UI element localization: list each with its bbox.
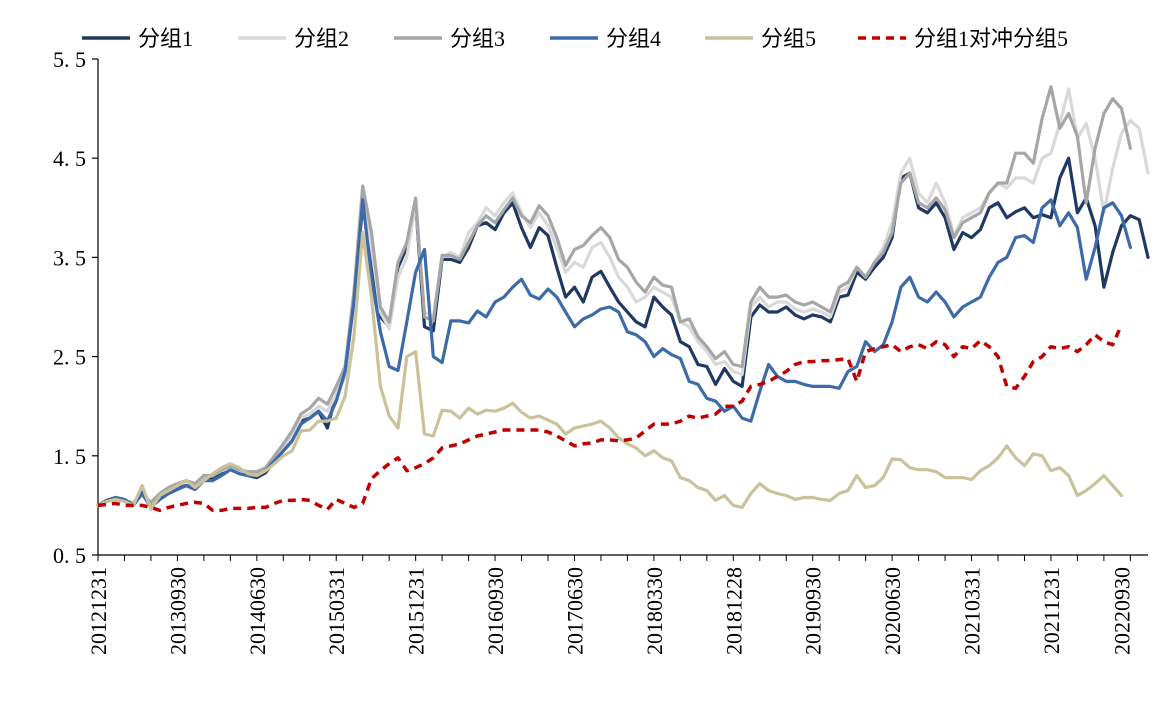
x-tick-label: 20160930 [483, 567, 508, 655]
x-axis: 20121231 20130930 20140630 20150331 20151231… [86, 554, 1148, 655]
legend-label: 分组5 [761, 26, 816, 51]
x-tick-label: 20200630 [880, 567, 905, 655]
series-line-6 [97, 324, 1124, 513]
legend-item-2: 分组2 [238, 26, 349, 51]
series-line-5 [96, 231, 1124, 511]
y-tick-label: 3. 5 [53, 245, 86, 270]
series-layer [96, 85, 1150, 513]
y-tick-label: 2. 5 [53, 345, 86, 370]
y-axis: 0. 5 1. 5 2. 5 3. 5 4. 5 5. 5 [53, 47, 99, 568]
x-tick-label: 20190930 [801, 567, 826, 655]
legend-label: 分组2 [294, 26, 349, 51]
x-tick-label: 20220930 [1110, 567, 1135, 655]
x-tick-label: 20151231 [404, 567, 429, 655]
x-tick-label: 20180330 [642, 567, 667, 655]
legend-label: 分组4 [606, 26, 661, 51]
x-tick-label: 20140630 [245, 567, 270, 655]
y-tick-label: 0. 5 [53, 543, 86, 568]
y-tick-label: 4. 5 [53, 146, 86, 171]
series-line-3 [96, 85, 1133, 507]
y-tick-label: 1. 5 [53, 444, 86, 469]
legend-item-3: 分组3 [394, 26, 505, 51]
x-tick-label: 20130930 [165, 567, 190, 655]
legend-label: 分组3 [450, 26, 505, 51]
legend-item-6: 分组1对冲分组5 [858, 26, 1068, 51]
x-tick-label: 20150331 [324, 567, 349, 655]
legend-label: 分组1对冲分组5 [914, 26, 1068, 51]
x-tick-label: 20170630 [562, 567, 587, 655]
legend: 分组1 分组2 分组3 分组4 分组5 分组1对冲分组5 [82, 26, 1068, 51]
x-tick-label: 20181228 [721, 567, 746, 655]
x-tick-label: 20121231 [86, 567, 111, 655]
legend-item-1: 分组1 [82, 26, 193, 51]
series-line-2 [96, 87, 1150, 507]
legend-item-5: 分组5 [705, 26, 816, 51]
x-tick-label: 20210331 [960, 567, 985, 655]
y-tick-label: 5. 5 [53, 47, 86, 72]
x-tick-label: 20211231 [1039, 567, 1064, 654]
legend-label: 分组1 [138, 26, 193, 51]
series-line-1 [96, 156, 1150, 507]
legend-item-4: 分组4 [550, 26, 661, 51]
